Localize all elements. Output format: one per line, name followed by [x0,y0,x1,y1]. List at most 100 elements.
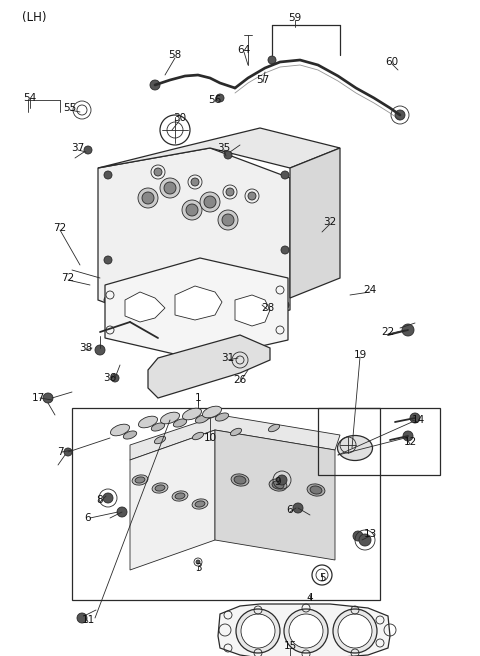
Circle shape [103,493,113,503]
Circle shape [182,200,202,220]
Circle shape [160,178,180,198]
Circle shape [104,256,112,264]
Ellipse shape [231,474,249,486]
Text: 22: 22 [382,327,395,337]
Circle shape [117,507,127,517]
Circle shape [281,246,289,254]
Polygon shape [130,415,340,460]
Ellipse shape [192,499,208,509]
Text: 37: 37 [72,143,84,153]
Text: 55: 55 [63,103,77,113]
Ellipse shape [216,413,228,421]
Circle shape [111,374,119,382]
Circle shape [150,80,160,90]
Text: 36: 36 [103,373,117,383]
Text: 6: 6 [287,505,293,515]
Text: 17: 17 [31,393,45,403]
Circle shape [281,171,289,179]
Ellipse shape [234,476,246,484]
Text: 6: 6 [84,513,91,523]
Circle shape [333,609,377,653]
Text: 1: 1 [195,393,201,403]
Ellipse shape [132,475,148,485]
Polygon shape [105,258,288,360]
Polygon shape [98,148,290,330]
Polygon shape [175,286,222,320]
Ellipse shape [182,408,202,420]
Ellipse shape [160,412,180,424]
Text: 11: 11 [82,615,95,625]
Circle shape [403,431,413,441]
Ellipse shape [310,486,322,494]
Polygon shape [130,430,215,570]
Circle shape [95,345,105,355]
Circle shape [64,448,72,456]
Circle shape [104,171,112,179]
Ellipse shape [172,491,188,501]
Ellipse shape [110,424,130,436]
Text: 32: 32 [324,217,336,227]
Polygon shape [148,335,270,398]
Circle shape [216,94,224,102]
Polygon shape [218,604,390,656]
Text: 9: 9 [275,477,281,487]
Circle shape [277,475,287,485]
Circle shape [289,614,323,648]
Circle shape [338,614,372,648]
Circle shape [241,614,275,648]
Text: 5: 5 [319,573,325,583]
Circle shape [224,151,232,159]
Text: 10: 10 [204,433,216,443]
Ellipse shape [203,406,222,418]
Circle shape [353,531,363,541]
Text: 38: 38 [79,343,93,353]
Text: 31: 31 [221,353,235,363]
Text: (LH): (LH) [22,12,47,24]
Circle shape [293,503,303,513]
Ellipse shape [151,423,165,431]
Circle shape [236,609,280,653]
Circle shape [84,146,92,154]
Text: 8: 8 [96,495,103,505]
Text: 4: 4 [307,593,313,603]
Circle shape [359,534,371,546]
Text: 15: 15 [283,641,297,651]
Text: 7: 7 [57,447,63,457]
Ellipse shape [152,483,168,493]
Circle shape [204,196,216,208]
Circle shape [395,110,405,120]
Ellipse shape [138,416,157,428]
Polygon shape [235,295,270,326]
Ellipse shape [272,481,284,489]
Text: 30: 30 [173,113,187,123]
Ellipse shape [195,501,205,507]
Circle shape [138,188,158,208]
Ellipse shape [337,436,372,461]
Ellipse shape [307,484,325,496]
Circle shape [284,609,328,653]
Text: 19: 19 [353,350,367,360]
Circle shape [191,178,199,186]
Polygon shape [290,148,340,298]
Circle shape [200,192,220,212]
Ellipse shape [175,493,185,499]
Circle shape [43,393,53,403]
Text: 64: 64 [238,45,251,55]
Text: 54: 54 [24,93,36,103]
Text: 58: 58 [168,50,181,60]
Ellipse shape [173,419,187,427]
Ellipse shape [123,431,137,439]
Ellipse shape [195,415,209,423]
Circle shape [104,296,112,304]
Text: 60: 60 [385,57,398,67]
Text: 72: 72 [61,273,74,283]
Circle shape [186,204,198,216]
Ellipse shape [155,436,166,443]
Ellipse shape [135,477,145,483]
Circle shape [142,192,154,204]
Circle shape [281,301,289,309]
Circle shape [410,413,420,423]
Polygon shape [98,128,340,168]
Circle shape [196,560,200,564]
Text: 35: 35 [217,143,230,153]
